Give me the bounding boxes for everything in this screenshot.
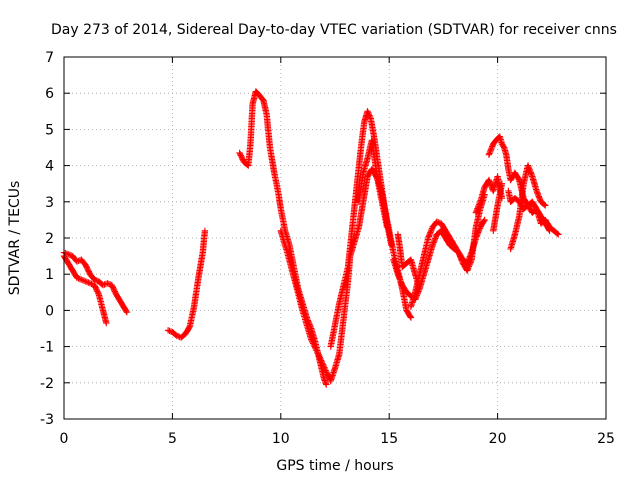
y-tick-label: 2 xyxy=(45,231,54,247)
x-tick-label: 10 xyxy=(272,431,290,447)
y-axis-label: SDTVAR / TECUs xyxy=(7,181,23,296)
y-tick-label: 0 xyxy=(45,303,54,319)
axis-ticks xyxy=(63,56,607,420)
tick-labels: 0 5 10 15 20 25 -3 -2 -1 0 1 2 3 4 5 6 7 xyxy=(40,50,615,447)
x-axis-label: GPS time / hours xyxy=(276,458,393,474)
x-tick-label: 0 xyxy=(60,431,69,447)
y-tick-label: 1 xyxy=(45,267,54,283)
y-tick-label: 7 xyxy=(45,50,54,66)
y-tick-label: -1 xyxy=(40,340,54,356)
y-tick-label: -2 xyxy=(40,376,54,392)
x-tick-label: 15 xyxy=(380,431,398,447)
x-tick-label: 25 xyxy=(597,431,615,447)
y-tick-label: 3 xyxy=(45,195,54,211)
y-tick-label: 5 xyxy=(45,122,54,138)
chart-title: Day 273 of 2014, Sidereal Day-to-day VTE… xyxy=(51,22,617,38)
y-tick-label: 6 xyxy=(45,86,54,102)
x-tick-label: 5 xyxy=(168,431,177,447)
y-tick-label: 4 xyxy=(45,159,54,175)
y-tick-label: -3 xyxy=(40,412,54,428)
x-tick-label: 20 xyxy=(489,431,507,447)
